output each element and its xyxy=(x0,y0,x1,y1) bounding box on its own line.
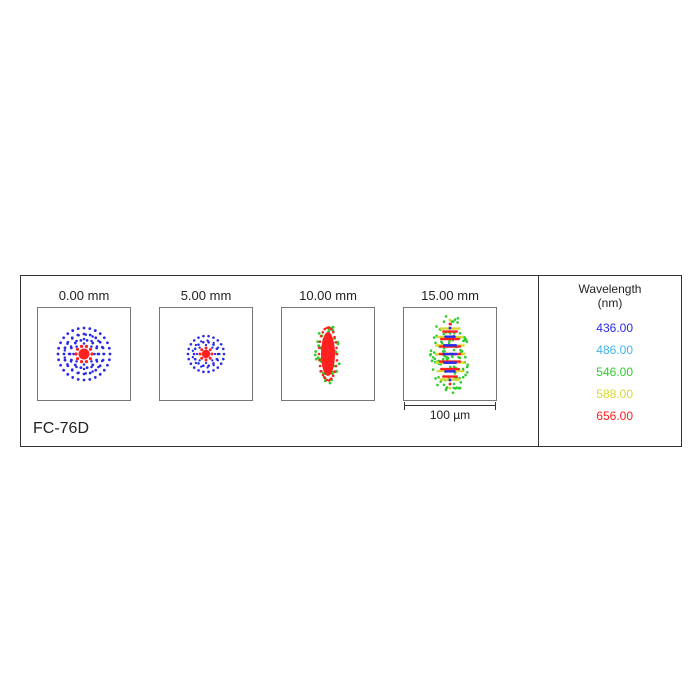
spot-column: 0.00 mm xyxy=(29,288,139,401)
legend-title-line2: (nm) xyxy=(598,296,623,310)
legend-value: 436.00 xyxy=(581,321,639,335)
spot-column: 5.00 mm xyxy=(151,288,261,401)
spot-field-label: 10.00 mm xyxy=(299,288,357,303)
legend-row: 588.00 xyxy=(581,387,639,401)
model-label: FC-76D xyxy=(33,420,89,438)
legend-value: 656.00 xyxy=(581,409,639,423)
legend-row: 486.00 xyxy=(581,343,639,357)
spot-box xyxy=(37,307,131,401)
spot-box xyxy=(403,307,497,401)
spots-area: 0.00 mm 5.00 mm 10.00 mm 15.00 mm 100 µm FC-7… xyxy=(21,276,538,446)
legend-value: 486.00 xyxy=(581,343,639,357)
legend-title-line1: Wavelength xyxy=(579,282,642,296)
legend-value: 546.00 xyxy=(581,365,639,379)
spot-diagram-panel: 0.00 mm 5.00 mm 10.00 mm 15.00 mm 100 µm FC-7… xyxy=(20,275,682,447)
scalebar-line xyxy=(404,405,496,406)
scalebar-label: 100 µm xyxy=(430,408,470,422)
spot-box xyxy=(281,307,375,401)
spot-field-label: 5.00 mm xyxy=(181,288,232,303)
legend-value: 588.00 xyxy=(581,387,639,401)
spot-column: 15.00 mm 100 µm xyxy=(395,288,505,422)
scalebar: 100 µm xyxy=(404,405,496,422)
legend-row: 656.00 xyxy=(581,409,639,423)
spot-field-label: 0.00 mm xyxy=(59,288,110,303)
spot-field-label: 15.00 mm xyxy=(421,288,479,303)
legend-row: 546.00 xyxy=(581,365,639,379)
legend-row: 436.00 xyxy=(581,321,639,335)
spot-box xyxy=(159,307,253,401)
spot-column: 10.00 mm xyxy=(273,288,383,401)
legend-title: Wavelength (nm) xyxy=(579,282,642,311)
legend: Wavelength (nm) 436.00 486.00 546.00 588.00… xyxy=(538,276,681,446)
